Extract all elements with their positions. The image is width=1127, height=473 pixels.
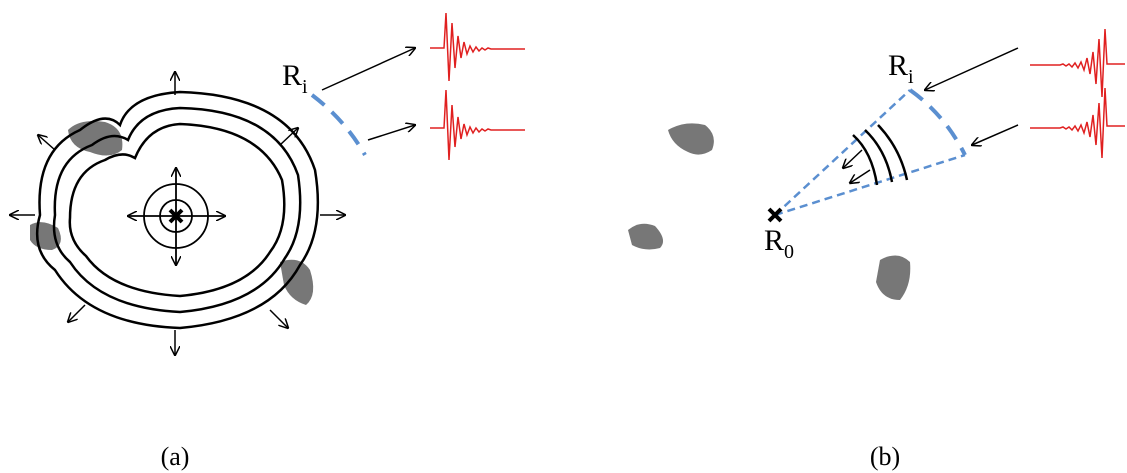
seismograms xyxy=(1030,29,1125,158)
receiver-label: Ri xyxy=(888,49,914,88)
caption: (a) xyxy=(161,442,190,471)
diagram: Ri (a) Ri R0 (b) xyxy=(0,0,1127,473)
backprop-arrows xyxy=(843,48,1018,183)
receiver-array xyxy=(312,95,365,155)
seismograms xyxy=(430,13,525,160)
panel-a: Ri (a) xyxy=(10,13,525,471)
caption: (b) xyxy=(870,442,900,471)
receiver-label: Ri xyxy=(282,59,308,98)
aperture xyxy=(775,90,965,215)
record-arrows xyxy=(322,48,415,140)
source-label: R0 xyxy=(764,224,794,263)
source-target xyxy=(128,168,225,265)
source-marker xyxy=(769,209,781,221)
receiver-array xyxy=(910,90,965,155)
panel-b: Ri R0 (b) xyxy=(628,29,1125,471)
